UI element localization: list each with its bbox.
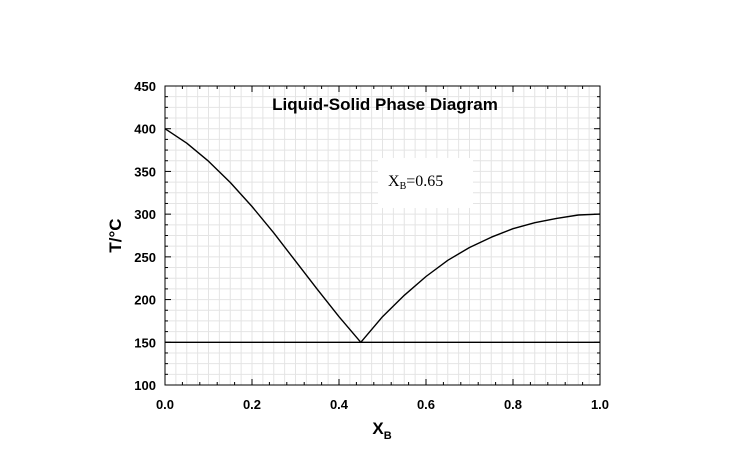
grid-lines <box>165 86 600 385</box>
y-tick-label: 300 <box>134 207 156 222</box>
x-tick-label: 0.2 <box>243 397 261 412</box>
y-tick-label: 400 <box>134 122 156 137</box>
x-tick-label: 0.4 <box>330 397 349 412</box>
y-tick-label: 450 <box>134 79 156 94</box>
y-tick-label: 200 <box>134 293 156 308</box>
y-axis-title: T/°C <box>106 218 125 252</box>
annotation-label: XB=0.65 <box>388 173 443 192</box>
annotation-background <box>378 157 473 208</box>
x-tick-label: 0.6 <box>417 397 435 412</box>
chart-title: Liquid-Solid Phase Diagram <box>272 95 498 114</box>
x-tick-label: 0.8 <box>504 397 522 412</box>
x-tick-label: 1.0 <box>591 397 609 412</box>
y-tick-label: 150 <box>134 335 156 350</box>
tick-marks <box>164 85 601 386</box>
data-series <box>164 128 601 343</box>
y-tick-label: 250 <box>134 250 156 265</box>
y-tick-labels: 100 150 200 250 300 350 400 450 <box>134 79 156 393</box>
y-tick-label: 100 <box>134 378 156 393</box>
series-line-0 <box>164 128 362 343</box>
y-tick-label: 350 <box>134 164 156 179</box>
x-tick-label: 0.0 <box>156 397 174 412</box>
x-axis-title: XB <box>372 419 391 442</box>
series-line-1 <box>360 213 601 343</box>
x-tick-labels: 0.0 0.2 0.4 0.6 0.8 1.0 <box>156 397 609 412</box>
